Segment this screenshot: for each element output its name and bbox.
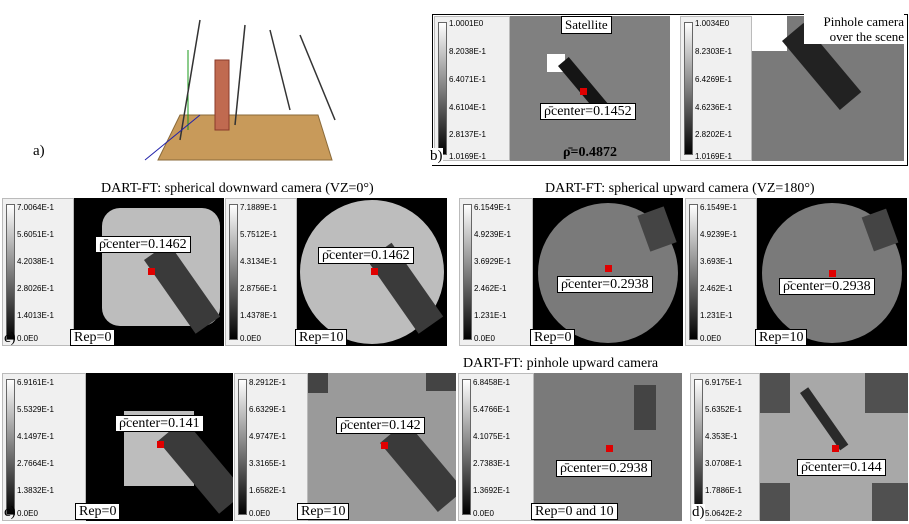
colorbar-d1: 6.9161E-1 5.5329E-1 4.1497E-1 2.7664E-1 … — [2, 373, 86, 521]
colorbar-c4: 6.1549E-1 4.9239E-1 3.693E-1 2.462E-1 1.… — [685, 198, 757, 346]
title-pinhole: DART-FT: pinhole upward camera — [463, 356, 659, 371]
rho-center-d4: ρ̄center=0.144 — [797, 459, 886, 476]
colorbar-d2: 8.2912E-1 6.6329E-1 4.9747E-1 3.3165E-1 … — [234, 373, 308, 521]
rho-center-d2: ρ̄center=0.142 — [336, 417, 425, 434]
colorbar-d4: 6.9175E-1 5.6352E-1 4.353E-1 3.0708E-1 1… — [690, 373, 760, 521]
colorbar-c1: 7.0064E-1 5.6051E-1 4.2038E-1 2.8026E-1 … — [2, 198, 74, 346]
rho-center-b: ρ̄center=0.1452 — [540, 103, 636, 120]
center-pixel-marker — [580, 88, 587, 95]
rho-center-c1: ρ̄center=0.1462 — [95, 236, 191, 253]
colorbar-b2: 1.0034E0 8.2303E-1 6.4269E-1 4.6236E-1 2… — [680, 16, 752, 161]
rho-mean-b: ρ̄=0.4872 — [560, 145, 620, 160]
satellite-image — [510, 16, 670, 161]
rho-center-d1: ρ̄center=0.141 — [115, 415, 204, 432]
panel-label-c1: c) — [4, 330, 16, 346]
tower — [214, 59, 230, 131]
panel-label-b: b) — [430, 148, 443, 165]
rep-d1: Rep=0 — [75, 503, 121, 520]
scene-3d-view — [144, 19, 336, 161]
colorbar-d3: 6.8458E-1 5.4766E-1 4.1075E-1 2.7383E-1 … — [458, 373, 534, 521]
rho-center-c2: ρ̄center=0.1462 — [318, 247, 414, 264]
rep-c3: Rep=0 — [530, 329, 576, 346]
panel-label-c2: c) — [4, 504, 16, 520]
image-down-rep0 — [74, 198, 224, 346]
colorbar-c2: 7.1889E-1 5.7512E-1 4.3134E-1 2.8756E-1 … — [225, 198, 297, 346]
image-noisy — [760, 373, 908, 521]
colorbar-c3: 6.1549E-1 4.9239E-1 3.6929E-1 2.462E-1 1… — [459, 198, 533, 346]
image-down-rep10 — [297, 198, 447, 346]
colorbar-b1: 1.0001E0 8.2038E-1 6.4071E-1 4.6104E-1 2… — [434, 16, 510, 161]
image-pinhole-rep0 — [86, 373, 233, 521]
pinhole-title: Pinhole camera over the scene — [804, 14, 904, 44]
title-downward: DART-FT: spherical downward camera (VZ=0… — [101, 181, 374, 196]
panel-label-d: d) — [692, 504, 705, 521]
rho-center-c4: ρ̄center=0.2938 — [779, 278, 875, 295]
panel-b-frame — [432, 14, 908, 166]
satellite-title: Satellite — [561, 16, 612, 34]
rep-c1: Rep=0 — [70, 329, 116, 346]
panel-label-a: a) — [33, 143, 45, 159]
tower-top-2 — [752, 16, 787, 51]
rep-c2: Rep=10 — [295, 329, 348, 346]
image-pinhole-up — [534, 373, 682, 521]
ground-plane — [157, 114, 333, 161]
rep-c4: Rep=10 — [755, 329, 808, 346]
title-upward: DART-FT: spherical upward camera (VZ=180… — [545, 181, 815, 196]
rep-d3: Rep=0 and 10 — [531, 503, 618, 520]
image-up-rep0 — [533, 198, 683, 346]
rho-center-c3: ρ̄center=0.2938 — [557, 276, 653, 293]
rho-center-d3: ρ̄center=0.2938 — [556, 460, 652, 477]
image-pinhole-rep10 — [308, 373, 456, 521]
rep-d2: Rep=10 — [297, 503, 350, 520]
image-up-rep10 — [757, 198, 907, 346]
